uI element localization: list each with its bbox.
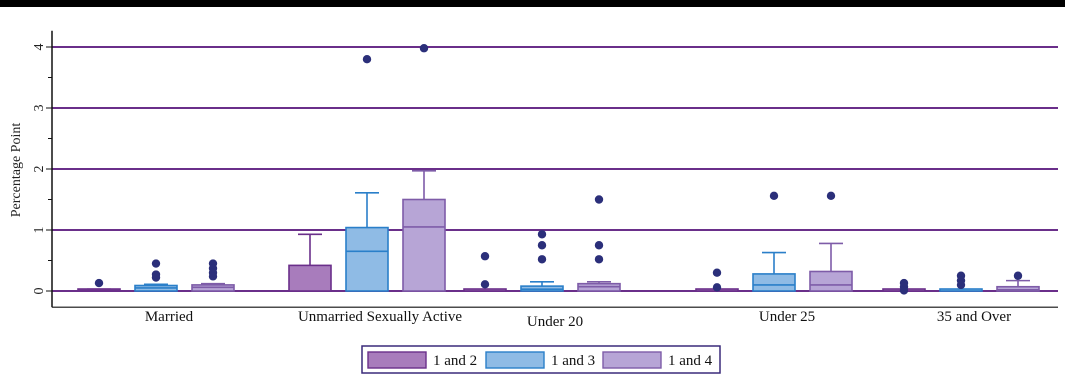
iqr-box	[809, 270, 853, 292]
outlier-point	[537, 241, 547, 250]
legend-label-1-and-4: 1 and 4	[668, 353, 713, 369]
box-1-and-3-married	[134, 259, 178, 292]
outlier-point	[208, 272, 218, 281]
box-plot-series	[77, 44, 1040, 295]
outlier-point	[594, 241, 604, 250]
box-1-and-3-under-25	[752, 191, 796, 292]
box-1-and-2-35-and-over	[882, 278, 926, 295]
outlier-point	[594, 195, 604, 204]
legend-label-1-and-2: 1 and 2	[433, 353, 477, 369]
legend-swatch-1-and-4	[602, 351, 662, 369]
category-label-unmarried-sexually-active: Unmarried Sexually Active	[298, 309, 462, 325]
category-label-35-and-over: 35 and Over	[937, 309, 1011, 325]
outlier-point	[826, 191, 836, 201]
box-1-and-4-35-and-over	[996, 271, 1040, 292]
iqr-box	[939, 288, 983, 292]
gridlines	[52, 46, 1058, 292]
outlier-point	[899, 286, 909, 295]
outlier-point	[956, 280, 966, 290]
outlier-point	[537, 230, 547, 239]
y-axis-title: Percentage Point	[9, 123, 24, 218]
legend: 1 and 2 1 and 3 1 and 4	[361, 345, 721, 374]
outlier-point	[594, 255, 604, 264]
outlier-point	[712, 283, 722, 292]
box-1-and-4-married	[191, 259, 235, 292]
outlier-point	[537, 255, 547, 264]
legend-swatch-1-and-3	[485, 351, 545, 369]
y-tick-label: 0	[32, 288, 47, 295]
outlier-point	[151, 259, 161, 268]
iqr-box	[345, 226, 389, 292]
outlier-point	[151, 273, 161, 282]
box-1-and-2-married	[77, 278, 121, 292]
category-label-under-20: Under 20	[527, 314, 583, 330]
box-1-and-3-under-20	[520, 230, 564, 292]
iqr-box	[996, 285, 1040, 292]
legend-label-1-and-3: 1 and 3	[551, 353, 595, 369]
y-tick-label: 1	[32, 227, 47, 234]
box-1-and-4-under-25	[809, 191, 853, 292]
box-1-and-3-35-and-over	[939, 271, 983, 292]
y-tick-label: 4	[32, 44, 47, 51]
outlier-point	[769, 191, 779, 201]
outlier-point	[362, 55, 372, 64]
outlier-point	[480, 280, 490, 289]
outlier-point	[1013, 271, 1023, 280]
y-tick-label: 2	[32, 166, 47, 173]
y-tick-label: 3	[32, 105, 47, 112]
box-1-and-2-under-25	[695, 268, 739, 292]
top-border-bar	[0, 0, 1065, 7]
outlier-point	[480, 252, 490, 261]
y-axis: 0 1 2 3 4	[32, 30, 1058, 308]
outlier-point	[94, 278, 104, 288]
box-1-and-4-unmarried-sexually-active	[402, 44, 446, 292]
outlier-point	[712, 268, 722, 277]
iqr-box	[463, 288, 507, 292]
box-1-and-4-under-20	[577, 195, 621, 292]
category-label-under-25: Under 25	[759, 309, 815, 325]
box-1-and-3-unmarried-sexually-active	[345, 55, 389, 292]
category-label-married: Married	[145, 309, 194, 325]
legend-swatch-1-and-2	[367, 351, 427, 369]
category-labels: Married Unmarried Sexually Active Under 20…	[145, 309, 1011, 330]
iqr-box	[752, 273, 796, 292]
box-1-and-2-under-20	[463, 252, 507, 292]
box-1-and-2-unmarried-sexually-active	[288, 233, 332, 292]
iqr-box	[288, 264, 332, 292]
outlier-point	[419, 44, 429, 53]
iqr-box	[402, 198, 446, 292]
